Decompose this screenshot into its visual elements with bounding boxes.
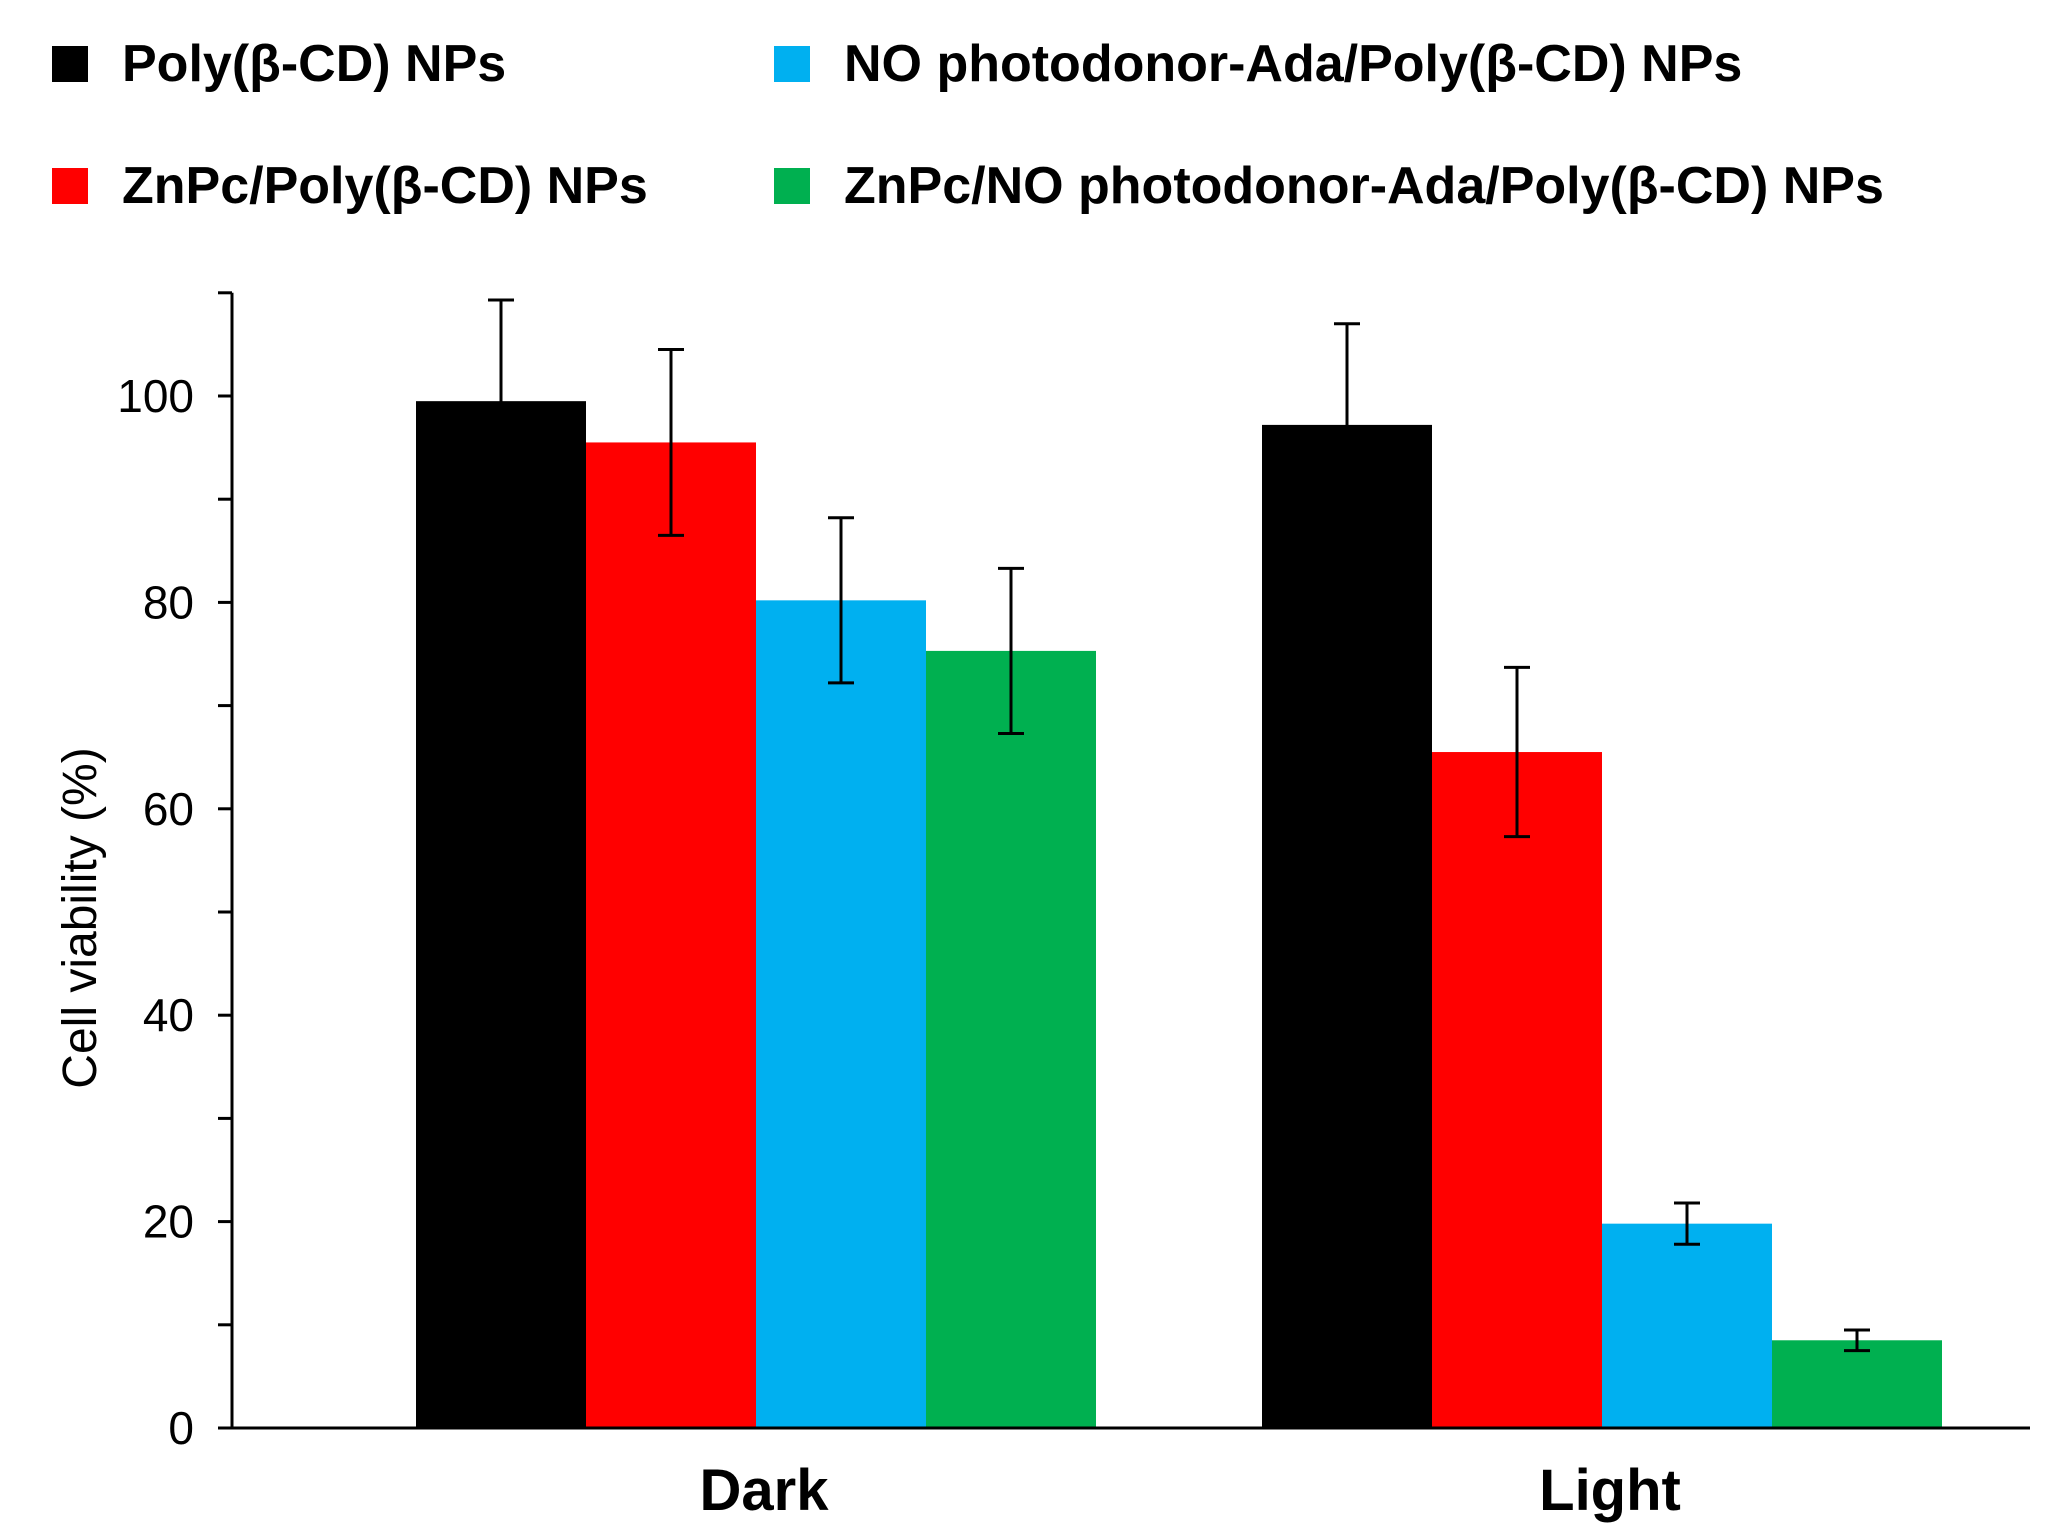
axes: 0 20 40 60 80 100 Dark Light	[117, 291, 2030, 1523]
y-tick-label: 80	[143, 576, 194, 628]
y-tick-label: 40	[143, 989, 194, 1041]
bar	[926, 650, 1096, 1428]
x-category-label: Light	[1539, 1458, 1681, 1523]
bar	[416, 401, 586, 1428]
bar-series-group	[416, 401, 1942, 1428]
bar	[586, 442, 756, 1428]
bar	[1262, 424, 1432, 1428]
legend-label: Poly(β-CD) NPs	[122, 35, 506, 93]
x-category-label: Dark	[700, 1458, 830, 1523]
legend-swatch	[774, 46, 810, 82]
bar	[756, 600, 926, 1428]
y-tick-label: 100	[117, 370, 194, 422]
legend-swatch	[52, 168, 88, 204]
y-tick-label: 60	[143, 783, 194, 835]
y-tick-label: 0	[168, 1402, 194, 1454]
legend-swatch	[52, 46, 88, 82]
legend-swatch	[774, 168, 810, 204]
y-axis-label: Cell viability (%)	[54, 747, 107, 1088]
legend-label: ZnPc/NO photodonor-Ada/Poly(β-CD) NPs	[844, 157, 1884, 215]
error-bar-group	[488, 298, 1870, 1353]
legend: Poly(β-CD) NPs ZnPc/Poly(β-CD) NPs NO phot…	[52, 35, 1884, 215]
bar	[1602, 1223, 1772, 1428]
legend-label: NO photodonor-Ada/Poly(β-CD) NPs	[844, 35, 1742, 93]
bar	[1772, 1340, 1942, 1428]
bar	[1432, 752, 1602, 1428]
y-tick-label: 20	[143, 1196, 194, 1248]
legend-label: ZnPc/Poly(β-CD) NPs	[122, 157, 648, 215]
